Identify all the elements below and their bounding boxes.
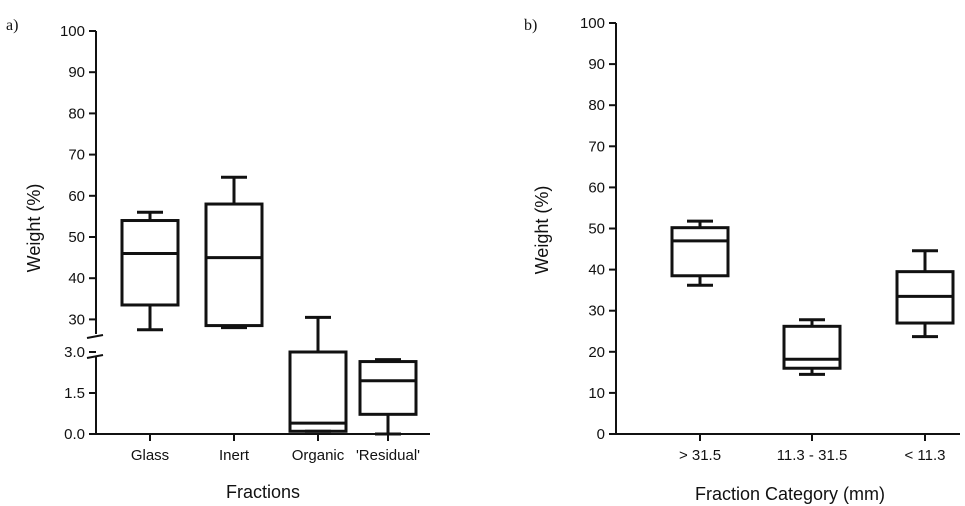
y-tick-label: 3.0 (64, 344, 85, 361)
box-2 (782, 318, 842, 376)
panel-a-boxes (120, 175, 418, 436)
panel-b: b) Weight (%) Fraction Category (mm) 0 10… (524, 15, 960, 504)
panel-a-y-axis-title: Weight (%) (24, 184, 44, 273)
y-tick-label: 0 (597, 426, 605, 443)
panel-a-label: a) (6, 17, 18, 34)
box-4-iqr-box (358, 360, 418, 416)
category-label: Inert (219, 447, 250, 464)
y-tick-label: 70 (68, 147, 85, 164)
category-label: 'Residual' (356, 447, 420, 464)
panel-b-x-axis-title: Fraction Category (mm) (695, 484, 885, 504)
panel-b-boxes (670, 219, 955, 376)
panel-b-tick-labels: 0 10 20 30 40 50 60 70 80 90 100 (580, 15, 605, 443)
category-label: Organic (292, 447, 345, 464)
y-tick-label: 60 (68, 188, 85, 205)
box-3 (895, 249, 955, 339)
panel-a-axes (86, 30, 430, 441)
y-tick-label: 1.5 (64, 385, 85, 402)
panel-b-label: b) (524, 17, 537, 34)
box-2-iqr-box (782, 324, 842, 370)
y-tick-label: 30 (588, 303, 605, 320)
box-1 (670, 219, 730, 287)
box-1-iqr-box (670, 226, 730, 278)
box-2 (204, 175, 264, 330)
axis-break-mark-upper (86, 334, 104, 339)
y-tick-label: 70 (588, 138, 605, 155)
category-label: < 11.3 (904, 447, 945, 464)
y-tick-label: 60 (588, 179, 605, 196)
y-tick-label: 100 (580, 15, 605, 32)
y-tick-label: 50 (68, 229, 85, 246)
y-tick-label: 50 (588, 221, 605, 238)
box-1 (120, 210, 180, 332)
panel-a-tick-labels: 30 40 50 60 70 80 90 100 0.0 1.5 3.0 (60, 23, 85, 443)
y-tick-label: 10 (588, 385, 605, 402)
axis-break-mark-lower (86, 354, 104, 359)
category-label: > 31.5 (679, 447, 721, 464)
y-tick-label: 40 (68, 270, 85, 287)
y-tick-label: 90 (68, 64, 85, 81)
box-1-iqr-box (120, 219, 180, 307)
y-tick-label: 0.0 (64, 426, 85, 443)
box-2-iqr-box (204, 202, 264, 328)
panel-b-y-axis-title: Weight (%) (532, 186, 552, 275)
box-3 (288, 315, 348, 433)
y-tick-label: 40 (588, 262, 605, 279)
y-tick-label: 80 (588, 97, 605, 114)
panel-a-x-axis-title: Fractions (226, 482, 300, 502)
box-3-iqr-box (288, 350, 348, 433)
category-label: 11.3 - 31.5 (777, 447, 848, 464)
panel-b-axes (609, 22, 960, 441)
y-tick-label: 100 (60, 23, 85, 40)
box-4 (358, 358, 418, 436)
y-tick-label: 20 (588, 344, 605, 361)
panel-b-category-labels: > 31.5 11.3 - 31.5 < 11.3 (679, 447, 946, 464)
y-tick-label: 30 (68, 311, 85, 328)
category-label: Glass (131, 447, 169, 464)
panel-a-category-labels: Glass Inert Organic 'Residual' (131, 447, 420, 464)
panel-a: a) Weight (%) Fractions 30 40 50 60 70 80 90 10… (6, 17, 430, 502)
y-tick-label: 90 (588, 56, 605, 73)
y-tick-label: 80 (68, 105, 85, 122)
